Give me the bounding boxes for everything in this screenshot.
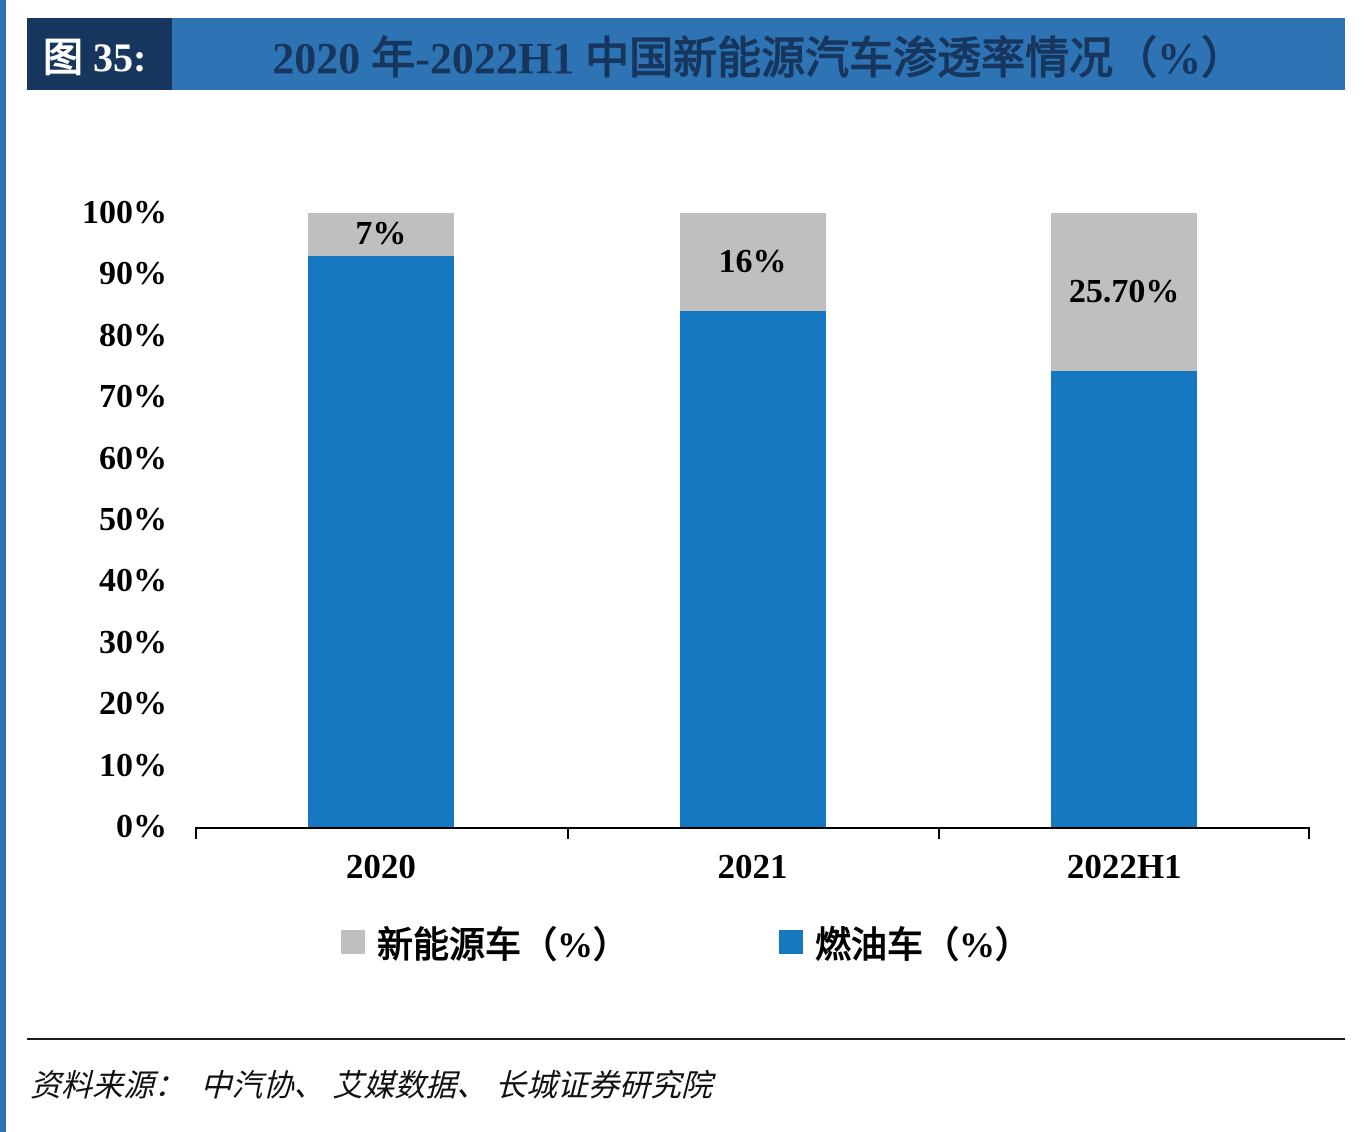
bar-group-2021: 16% bbox=[567, 213, 939, 827]
legend-swatch-nev-icon bbox=[340, 930, 365, 954]
y-tick-label: 90% bbox=[99, 255, 167, 293]
figure-number-label: 图 35: bbox=[27, 18, 173, 90]
x-axis-tick bbox=[566, 829, 569, 839]
chart-title: 2020 年-2022H1 中国新能源汽车渗透率情况（%） bbox=[172, 18, 1345, 90]
y-axis: 100% 90% 80% 70% 60% 50% 40% 30% 20% 10% 0% bbox=[27, 196, 167, 844]
x-axis-tick bbox=[195, 829, 197, 839]
source-text: 资料来源： 中汽协、 艾媒数据、 长城证券研究院 bbox=[30, 1068, 712, 1103]
data-label: 16% bbox=[718, 243, 787, 281]
bar-group-2020: 7% bbox=[195, 213, 567, 827]
y-tick-label: 80% bbox=[99, 316, 167, 354]
y-tick-label: 70% bbox=[99, 378, 167, 416]
bar-segment-nev: 16% bbox=[679, 213, 826, 312]
data-label: 7% bbox=[355, 215, 407, 253]
legend-label-nev: 新能源车（%） bbox=[376, 925, 629, 965]
bar-segment-nev: 7% bbox=[307, 213, 454, 256]
y-tick-label: 30% bbox=[99, 623, 167, 661]
x-axis-labels: 2020 2021 2022H1 bbox=[195, 847, 1310, 887]
bar-segment-fuel bbox=[307, 255, 454, 827]
y-tick-label: 100% bbox=[82, 194, 167, 231]
left-accent-stripe bbox=[0, 0, 6, 1132]
data-label: 25.70% bbox=[1068, 272, 1180, 310]
legend-item-nev: 新能源车（%） bbox=[340, 916, 629, 968]
stacked-bar: 7% bbox=[307, 213, 454, 827]
x-ticks bbox=[195, 829, 1310, 839]
bar-segment-fuel bbox=[679, 311, 826, 827]
bar-segment-fuel bbox=[1051, 370, 1198, 827]
plot-area: 7% 16% 25.70% bbox=[195, 213, 1310, 829]
x-tick-label: 2022H1 bbox=[1066, 847, 1182, 886]
legend-item-fuel: 燃油车（%） bbox=[779, 916, 1031, 968]
x-tick-label: 2020 bbox=[345, 847, 416, 886]
legend-swatch-fuel-icon bbox=[779, 930, 803, 954]
y-tick-label: 0% bbox=[116, 808, 167, 845]
bar-segment-nev: 25.70% bbox=[1051, 213, 1198, 371]
legend: 新能源车（%） 燃油车（%） bbox=[0, 916, 1372, 968]
y-tick-label: 20% bbox=[99, 685, 167, 723]
footer-divider bbox=[27, 1038, 1345, 1040]
x-tick-label: 2021 bbox=[717, 847, 788, 886]
stacked-bar: 25.70% bbox=[1051, 213, 1198, 827]
y-tick-label: 40% bbox=[99, 562, 167, 600]
x-axis-tick bbox=[938, 829, 941, 839]
figure-header: 图 35: 2020 年-2022H1 中国新能源汽车渗透率情况（%） bbox=[27, 18, 1345, 90]
legend-label-fuel: 燃油车（%） bbox=[815, 925, 1032, 965]
y-tick-label: 10% bbox=[99, 746, 167, 784]
y-tick-label: 50% bbox=[99, 501, 167, 538]
y-tick-label: 60% bbox=[99, 439, 167, 477]
stacked-bar: 16% bbox=[679, 213, 826, 827]
bar-group-2022h1: 25.70% bbox=[938, 213, 1310, 827]
x-axis-tick bbox=[1308, 829, 1310, 839]
